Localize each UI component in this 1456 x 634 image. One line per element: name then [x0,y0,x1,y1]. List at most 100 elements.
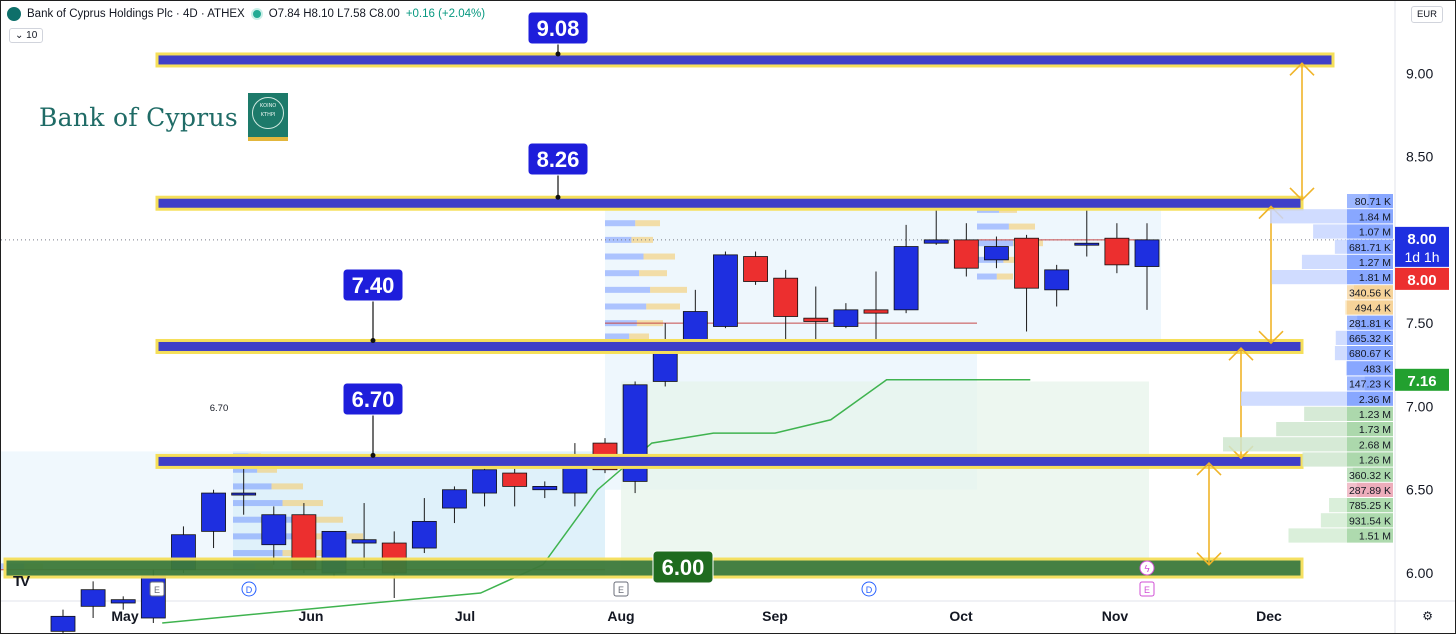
candle-body [893,246,919,311]
y-tick-label: 6.00 [1406,565,1433,581]
vp-right-inner [1347,482,1393,497]
tradingview-logo-icon[interactable]: TV [13,573,30,590]
level-label-box [342,382,404,416]
last-price-badge [1395,226,1449,267]
level-label-text: 6.00 [662,555,705,580]
earnings-marker [149,581,165,597]
trend-fill-zone [621,381,1149,577]
brand-name: Bank of Cyprus [39,102,239,132]
candle-body [863,309,889,314]
vp-bar-blue [233,466,258,473]
lightning-icon-glyph: ϟ [1144,564,1150,575]
vp-right-inner [1347,467,1393,482]
vp-right-inner [1347,361,1393,376]
vp-right-inner [1347,406,1393,421]
level-label-box [342,268,404,302]
vp-right-label: 147.23 K [1349,379,1391,391]
vp-right-label: 287.89 K [1349,485,1391,497]
indicator-count-badge[interactable]: ⌄ 10 [9,28,44,43]
vp-bar-blue [605,303,647,310]
vp-right-label: 483 K [1364,363,1391,375]
vp-bar-blue [233,550,283,557]
range-arrow-head [1196,461,1222,476]
brand-logo: Bank of Cyprus ΚΟΙΝΟ ΚΤΗΡΙ [39,93,289,141]
ohlc-values: O7.84 H8.10 L7.58 C8.00 [268,8,400,20]
level-label-text: 8.26 [537,147,580,172]
vp-bar-yellow [996,273,1013,280]
vp-bar-yellow [639,270,667,277]
vp-right-label: 1.51 M [1359,531,1391,543]
countdown-text: 1d 1h [1404,249,1439,265]
level-label-text: 6.70 [352,387,395,412]
vp-bar-yellow [631,236,653,243]
vp-right-inner [1347,376,1393,391]
earnings-marker [1139,581,1155,597]
company-logo-icon [7,7,21,21]
vp-bar-yellow [293,516,343,523]
candle-body [803,317,829,322]
vp-bar-blue [977,223,1009,230]
candle [1134,223,1160,310]
candle-body [713,254,738,327]
x-tick-label: Nov [1102,608,1129,624]
gear-icon[interactable]: ⚙ [1422,609,1433,623]
vp-bar-blue [233,483,272,490]
indicator-count: 10 [26,30,38,41]
level-band [155,52,1335,68]
level-band [155,453,1304,469]
instrument-title[interactable]: Bank of Cyprus Holdings Plc · 4D · ATHEX [27,8,245,20]
vp-right-inner [1347,270,1393,285]
candle [110,596,136,610]
vp-right-label: 931.54 K [1349,515,1391,527]
candle-body [923,239,949,244]
x-tick-label: Dec [1256,608,1282,624]
vp-right-label: 340.56 K [1349,287,1391,299]
vp-right-label: 1.73 M [1359,424,1391,436]
x-tick-label: Jun [299,608,324,624]
candle-body [682,311,708,341]
candle [833,303,859,329]
candle-body [351,539,377,544]
candle [923,206,949,245]
currency-selector[interactable]: EUR [1410,6,1443,23]
y-tick-label: 7.00 [1406,398,1433,414]
market-open-icon [250,8,263,20]
vp-bar-blue [605,270,640,277]
vp-right-label: 1.27 M [1359,257,1391,269]
vp-right-inner [1347,315,1393,330]
range-arrow-head [1289,187,1315,202]
candle [863,271,889,349]
earnings-marker-text: E [154,585,160,595]
candle [532,481,558,499]
price-change: +0.16 (+2.04%) [405,8,486,20]
vp-right-label: 1.26 M [1359,455,1391,467]
vp-right-inner [1347,285,1393,300]
vp-right-label: 1.84 M [1359,211,1391,223]
candle [893,224,919,314]
last-price-text: 8.00 [1407,231,1436,248]
vp-right-inner [1347,391,1393,406]
candle-body [411,520,437,549]
trend-line [162,379,1031,624]
level-band [155,338,1304,354]
candle [773,269,799,347]
vp-bar-yellow [257,466,277,473]
vp-right-inner [1347,194,1393,209]
candle-body [231,492,257,496]
candle-body [532,486,558,491]
vp-right-inner [1347,422,1393,437]
range-arrow-head [1258,330,1284,345]
prev-close-text: 8.00 [1407,272,1436,289]
vp-right-inner [1347,437,1393,452]
vp-bar-blue [605,286,651,293]
vp-right-label: 281.81 K [1349,318,1391,330]
candle [261,506,287,565]
level-label-box [652,550,714,584]
vp-bar-blue [605,333,630,340]
vp-right-inner [1347,224,1393,239]
candle [803,286,829,347]
level-label-box [527,11,589,45]
candle [351,503,377,569]
candle [713,251,738,329]
